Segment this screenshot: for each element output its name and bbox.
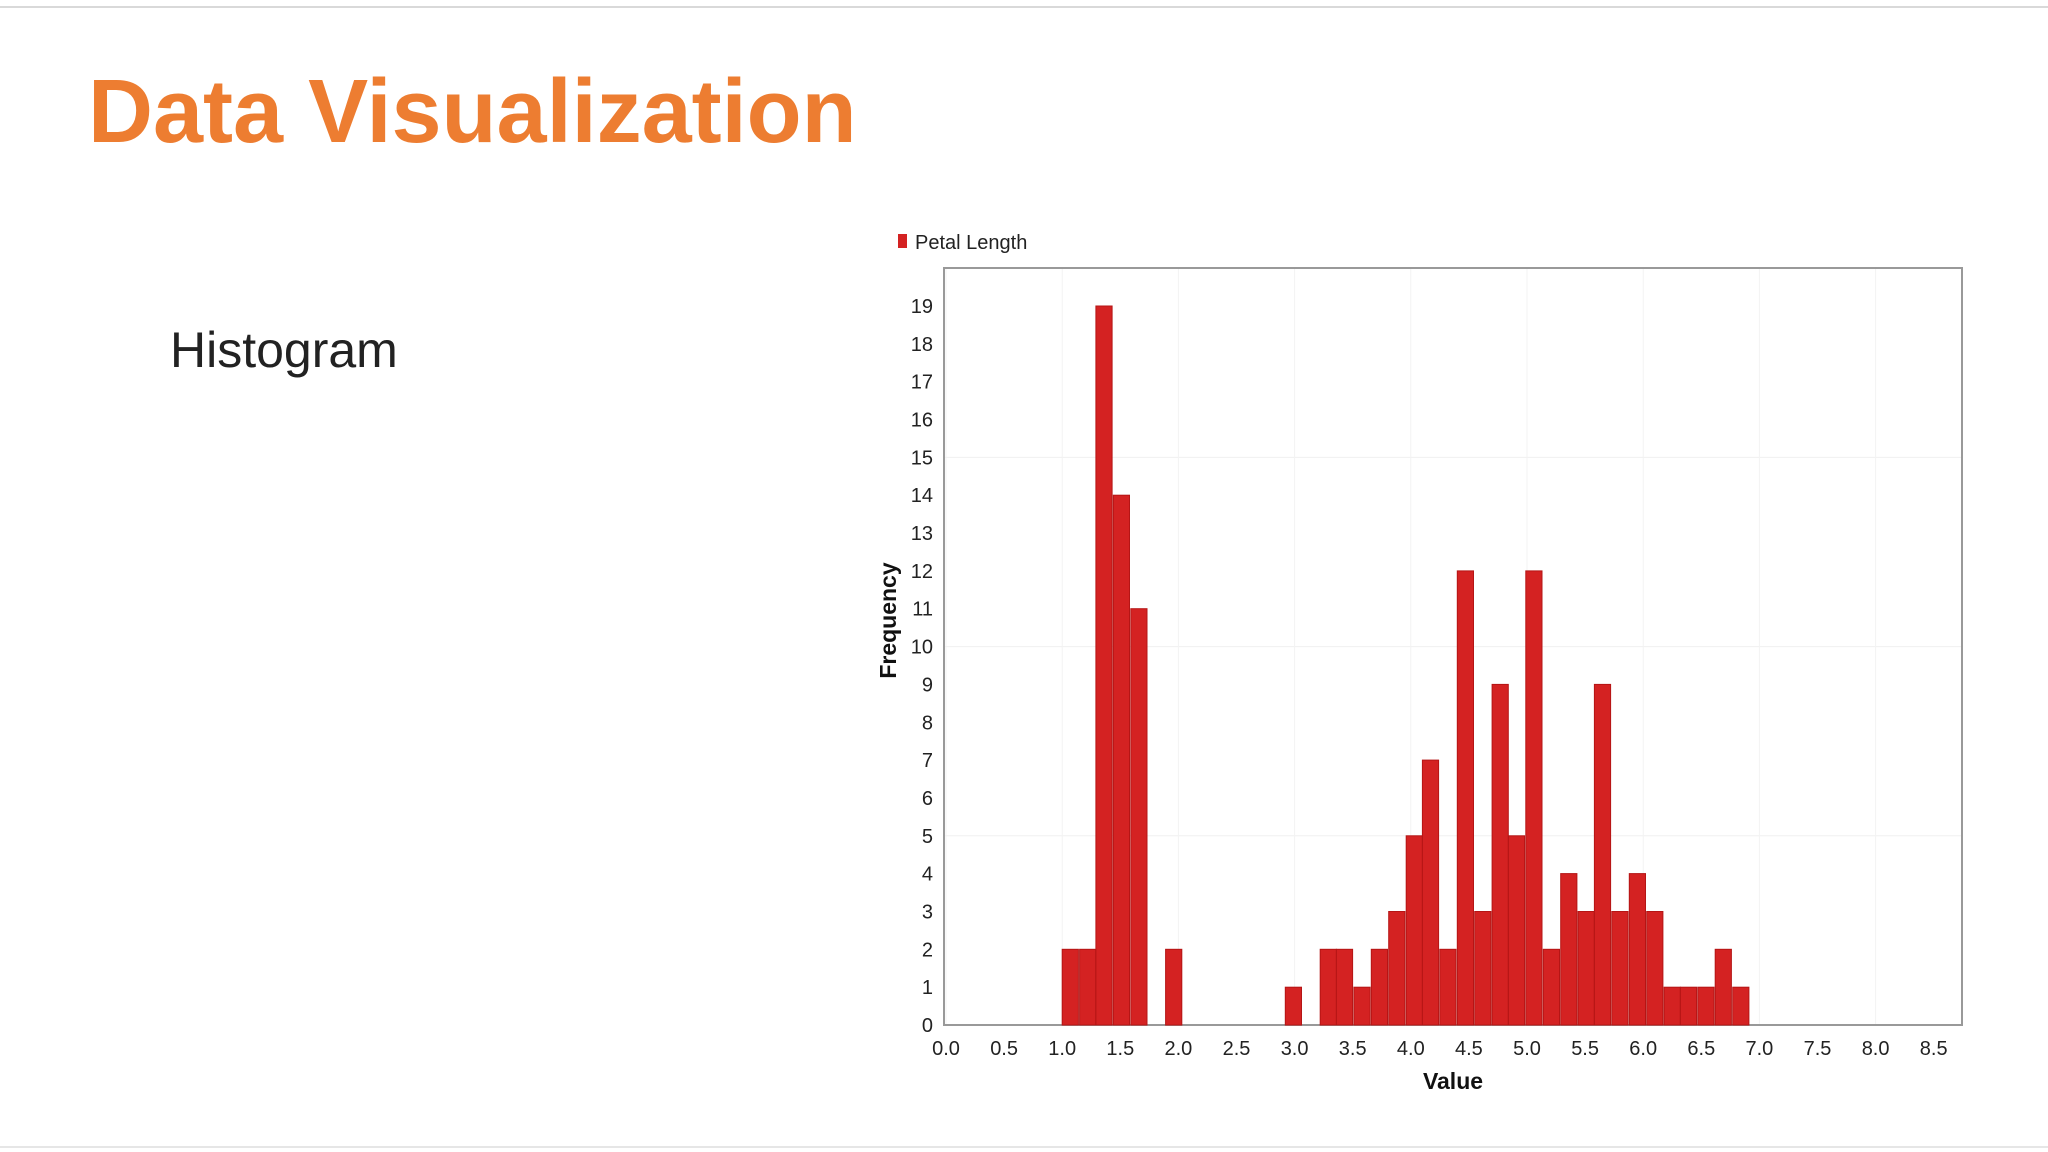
x-tick-label: 5.0: [1513, 1038, 1541, 1060]
histogram-bar: [1525, 570, 1543, 1026]
slide-title: Data Visualization: [88, 62, 857, 162]
histogram-bar: [1335, 948, 1354, 1026]
histogram-bar: [1095, 305, 1113, 1026]
slide-bullet-text: Histogram: [170, 322, 398, 378]
histogram-bar: [1319, 948, 1337, 1026]
histogram-bar: [1714, 948, 1732, 1026]
histogram-bar: [1593, 683, 1612, 1026]
histogram-bar: [1370, 948, 1389, 1026]
x-tick-label: 7.5: [1804, 1038, 1832, 1060]
histogram-bar: [1560, 873, 1578, 1026]
histogram-bar: [1456, 570, 1475, 1026]
y-tick-label: 9: [922, 674, 933, 696]
x-tick-label: 1.5: [1106, 1038, 1134, 1060]
histogram-bar: [1061, 948, 1079, 1026]
x-tick-label: 2.0: [1164, 1038, 1192, 1060]
histogram-bar: [1079, 948, 1097, 1026]
y-tick-label: 0: [922, 1015, 933, 1037]
histogram-bar: [1421, 759, 1440, 1026]
y-tick-label: 18: [911, 334, 933, 356]
histogram-bar: [1130, 608, 1148, 1026]
histogram-bar: [1353, 986, 1371, 1026]
histogram-bar: [1284, 986, 1303, 1026]
histogram-bar: [1663, 986, 1681, 1026]
x-tick-label: 2.5: [1223, 1038, 1251, 1060]
histogram-bar: [1405, 835, 1423, 1026]
x-axis-title: Value: [1423, 1068, 1483, 1094]
x-tick-label: 4.5: [1455, 1038, 1483, 1060]
y-tick-label: 14: [911, 485, 933, 507]
y-tick-label: 1: [922, 977, 933, 999]
y-tick-label: 11: [912, 599, 933, 621]
histogram-bar: [1577, 911, 1595, 1026]
histogram-bar: [1628, 873, 1647, 1026]
x-tick-label: 0.5: [990, 1038, 1018, 1060]
x-tick-label: 1.0: [1048, 1038, 1076, 1060]
histogram-bar: [1165, 948, 1183, 1026]
x-tick-label: 8.5: [1920, 1038, 1948, 1060]
y-tick-label: 17: [911, 372, 933, 394]
y-tick-label: 5: [922, 826, 933, 848]
y-tick-label: 12: [911, 561, 933, 583]
x-tick-label: 6.5: [1687, 1038, 1715, 1060]
histogram-bar: [1646, 911, 1664, 1026]
x-tick-label: 8.0: [1862, 1038, 1890, 1060]
legend-swatch: [898, 234, 907, 248]
x-tick-label: 3.5: [1339, 1038, 1367, 1060]
y-tick-label: 6: [922, 788, 933, 810]
y-tick-label: 15: [911, 447, 933, 469]
histogram-bar: [1388, 911, 1406, 1026]
y-tick-label: 19: [911, 296, 933, 318]
histogram-bar: [1112, 494, 1131, 1026]
x-tick-label: 0.0: [932, 1038, 960, 1060]
histogram-bar: [1679, 986, 1698, 1026]
histogram-bar: [1507, 835, 1526, 1026]
histogram-bar: [1732, 986, 1750, 1026]
bottom-divider: [0, 1146, 2048, 1148]
y-tick-label: 2: [922, 939, 933, 961]
legend-label: Petal Length: [915, 232, 1027, 254]
histogram-bar: [1611, 911, 1629, 1026]
histogram-bar: [1474, 911, 1492, 1026]
grid-lines: [944, 268, 1962, 1025]
histogram-bar: [1542, 948, 1561, 1026]
histogram-bar: [1491, 683, 1509, 1026]
x-tick-label: 4.0: [1397, 1038, 1425, 1060]
y-tick-label: 3: [922, 902, 933, 924]
y-tick-label: 8: [922, 712, 933, 734]
y-axis-title: Frequency: [875, 562, 901, 679]
top-divider: [0, 6, 2048, 8]
x-tick-label: 5.5: [1571, 1038, 1599, 1060]
y-tick-label: 16: [911, 410, 933, 432]
legend: Petal Length: [898, 232, 1027, 254]
x-tick-label: 6.0: [1629, 1038, 1657, 1060]
histogram-bars: [1061, 305, 1750, 1026]
x-tick-label: 3.0: [1281, 1038, 1309, 1060]
x-tick-label: 7.0: [1745, 1038, 1773, 1060]
y-tick-label: 7: [922, 750, 933, 772]
y-tick-label: 13: [911, 523, 933, 545]
y-tick-label: 4: [922, 864, 933, 886]
y-tick-label: 10: [911, 637, 933, 659]
histogram-bar: [1439, 948, 1457, 1026]
histogram-bar: [1697, 986, 1715, 1026]
x-tick-labels: 0.0 0.5 1.0 1.5 2.0 2.5 3.0 3.5 4.0 4.5 5.0 5.5 6.0 6…: [932, 1038, 1948, 1060]
